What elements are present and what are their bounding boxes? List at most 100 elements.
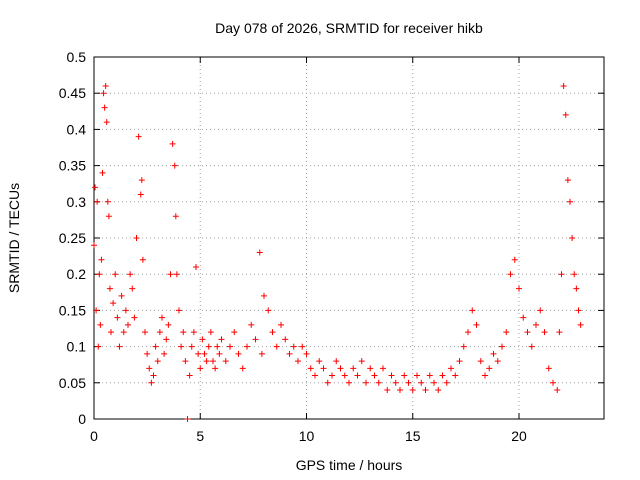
data-point <box>409 387 416 394</box>
data-point <box>324 379 331 386</box>
data-point <box>533 321 539 328</box>
y-axis-title: SRMTID / TECUs <box>6 183 22 293</box>
data-point <box>218 336 225 343</box>
data-point <box>363 379 369 386</box>
data-point <box>431 379 437 386</box>
data-point <box>401 372 408 379</box>
data-point <box>465 329 471 336</box>
data-point <box>388 372 395 379</box>
data-point <box>278 321 284 328</box>
data-point <box>541 329 548 336</box>
data-point <box>172 213 179 220</box>
data-point <box>443 379 450 386</box>
data-point <box>133 235 140 241</box>
data-point <box>106 285 113 292</box>
data-point <box>92 184 99 191</box>
data-point <box>524 329 531 336</box>
data-point <box>178 343 185 350</box>
data-point <box>137 191 144 198</box>
data-point <box>122 307 129 314</box>
data-point <box>195 350 202 357</box>
data-point <box>99 169 106 176</box>
data-point <box>165 321 172 328</box>
y-tick-label: 0.45 <box>59 85 86 101</box>
data-point <box>329 372 335 379</box>
data-point <box>205 343 212 350</box>
data-point <box>520 314 527 321</box>
data-point <box>422 387 429 394</box>
data-point <box>392 379 399 386</box>
data-point <box>435 387 442 394</box>
data-point <box>216 350 223 357</box>
data-point <box>312 372 318 379</box>
data-point <box>426 372 433 379</box>
data-point <box>499 343 505 350</box>
data-point <box>346 379 352 386</box>
data-point <box>564 177 571 184</box>
data-point <box>473 321 480 328</box>
data-point <box>104 198 111 205</box>
data-point <box>367 365 374 372</box>
data-point <box>193 263 199 270</box>
y-tick-label: 0 <box>78 411 86 427</box>
data-point <box>307 365 314 372</box>
data-point <box>105 213 112 220</box>
data-point <box>456 358 463 365</box>
data-point <box>460 343 467 350</box>
data-point <box>452 372 459 379</box>
data-point <box>299 343 306 350</box>
data-point <box>116 343 123 350</box>
data-point <box>375 379 382 386</box>
data-point <box>169 140 176 147</box>
data-point <box>118 292 125 299</box>
y-axis: 0 0.05 0.1 0.15 0.2 0.25 0.3 0.35 0.4 0.45 0.5 <box>59 49 604 427</box>
data-point <box>290 343 297 350</box>
data-point <box>171 162 178 169</box>
data-point <box>95 343 102 350</box>
data-point <box>212 365 219 372</box>
data-point <box>261 292 267 299</box>
data-point <box>188 343 195 350</box>
data-point <box>258 350 265 357</box>
y-tick-label: 0.05 <box>59 375 86 391</box>
data-point <box>414 372 420 379</box>
y-tick-label: 0.4 <box>67 121 87 137</box>
x-tick-label: 10 <box>299 428 315 444</box>
data-point <box>98 256 105 263</box>
data-point <box>507 271 514 278</box>
data-point <box>418 379 425 386</box>
data-point <box>550 379 556 386</box>
x-axis: 0 5 10 15 20 <box>90 57 527 444</box>
data-point <box>176 307 182 314</box>
data-point <box>341 372 348 379</box>
data-point <box>103 119 110 126</box>
data-point <box>207 329 214 336</box>
data-point <box>244 343 250 350</box>
data-points <box>91 82 584 422</box>
data-point <box>139 256 146 263</box>
data-point <box>303 350 310 357</box>
y-tick-label: 0.2 <box>67 266 87 282</box>
data-point <box>537 307 544 314</box>
data-point <box>131 314 138 321</box>
data-point <box>94 198 101 205</box>
data-point <box>482 372 488 379</box>
y-tick-label: 0.5 <box>67 49 87 65</box>
data-point <box>265 307 272 314</box>
data-point <box>295 358 301 365</box>
data-point <box>569 235 576 241</box>
data-point <box>231 329 238 336</box>
data-point <box>129 285 136 292</box>
data-point <box>439 372 446 379</box>
data-point <box>354 372 361 379</box>
data-point <box>96 271 103 278</box>
data-point <box>210 358 216 365</box>
data-point <box>558 271 565 278</box>
data-point <box>405 379 412 386</box>
y-tick-label: 0.25 <box>59 230 86 246</box>
data-point <box>545 365 552 372</box>
data-point <box>100 90 107 97</box>
data-point <box>184 416 191 422</box>
data-point <box>384 387 391 394</box>
